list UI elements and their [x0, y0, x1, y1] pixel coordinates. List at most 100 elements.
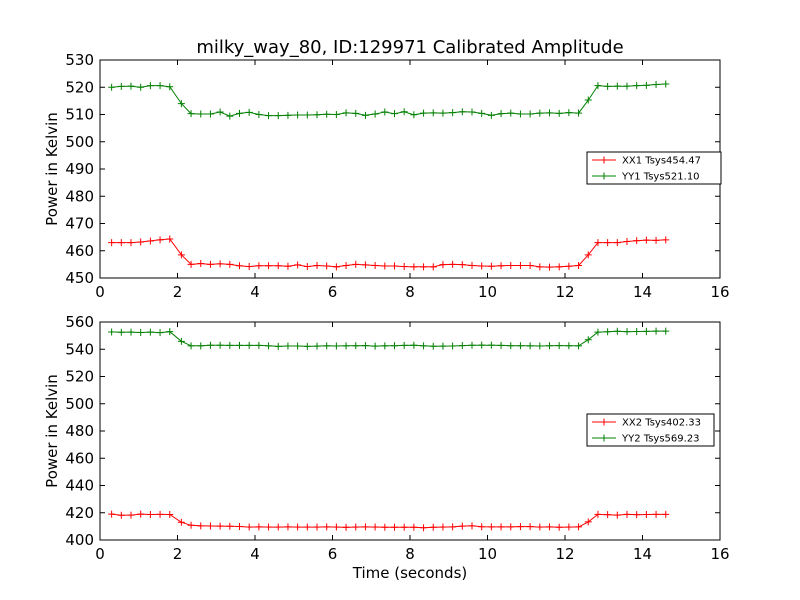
series-2 — [108, 80, 670, 120]
data-point — [429, 263, 437, 271]
data-point — [226, 341, 234, 349]
data-point — [478, 109, 486, 117]
data-point — [662, 236, 670, 244]
data-point — [187, 260, 195, 268]
data-point — [391, 523, 398, 531]
data-point — [177, 100, 185, 108]
data-point — [613, 82, 621, 90]
data-point — [400, 523, 408, 531]
data-point — [507, 109, 515, 117]
data-point — [166, 511, 174, 519]
data-point — [342, 523, 350, 531]
legend: XX2 Tsys402.33 YY2 Tsys569.23 — [586, 413, 715, 447]
data-point — [381, 262, 389, 270]
data-point — [555, 263, 563, 271]
data-point — [371, 342, 379, 350]
y-tick-label: 540 — [65, 340, 94, 358]
legend-marker — [600, 172, 608, 180]
data-point — [323, 342, 331, 350]
data-point — [216, 341, 224, 349]
bottom-panel: 0 2 4 6 8 10 12 14 16 400 420 440 460 480 500 520 540 560… — [43, 313, 730, 582]
data-point — [623, 328, 631, 336]
data-point — [536, 263, 544, 271]
data-point — [342, 261, 350, 269]
data-point — [546, 263, 553, 271]
data-point — [633, 328, 641, 336]
data-point — [313, 111, 321, 119]
legend-box — [586, 151, 722, 185]
x-tick-label: 10 — [478, 283, 497, 301]
data-point — [381, 108, 389, 116]
data-point — [497, 110, 505, 118]
x-tick-label: 8 — [405, 283, 415, 301]
x-tick-label: 8 — [405, 545, 415, 563]
data-point — [303, 523, 311, 531]
data-point — [177, 251, 185, 259]
data-point — [516, 342, 524, 350]
series-1 — [108, 235, 670, 271]
data-point — [137, 328, 145, 336]
data-point — [468, 261, 476, 269]
data-point — [284, 523, 292, 531]
data-point — [177, 518, 185, 526]
data-point — [410, 341, 418, 349]
data-point — [497, 523, 505, 531]
data-point — [108, 239, 116, 247]
data-point — [487, 262, 495, 270]
data-point — [400, 108, 408, 116]
data-point — [623, 510, 631, 518]
data-point — [410, 263, 418, 271]
data-point — [429, 523, 437, 531]
data-point — [274, 262, 282, 270]
data-point — [565, 342, 573, 350]
data-point — [565, 262, 573, 270]
data-point — [633, 237, 641, 245]
data-point — [613, 239, 621, 247]
data-point — [146, 82, 154, 90]
data-point — [187, 342, 195, 350]
data-point — [108, 328, 116, 336]
y-tick-label: 500 — [65, 133, 94, 151]
series-line — [111, 238, 666, 268]
data-point — [117, 82, 125, 90]
data-point — [137, 83, 145, 91]
y-tick-label: 460 — [65, 449, 94, 467]
data-point — [177, 337, 185, 345]
data-point — [313, 523, 321, 531]
data-point — [565, 523, 573, 531]
data-point — [381, 523, 389, 531]
data-point — [197, 110, 205, 118]
data-point — [604, 511, 612, 519]
x-tick-label: 4 — [250, 283, 260, 301]
data-point — [468, 108, 476, 116]
data-point — [487, 523, 495, 531]
data-point — [594, 239, 602, 247]
data-point — [156, 82, 164, 90]
data-point — [352, 342, 360, 350]
data-point — [555, 523, 563, 531]
data-point — [458, 342, 466, 350]
data-point — [226, 112, 234, 120]
x-tick-label: 6 — [328, 283, 338, 301]
data-point — [391, 110, 398, 118]
data-point — [236, 109, 243, 117]
y-tick-label: 520 — [65, 78, 94, 96]
x-tick-label: 12 — [555, 283, 574, 301]
data-point — [216, 260, 224, 268]
data-point — [642, 81, 650, 89]
data-point — [137, 238, 145, 246]
data-point — [662, 80, 670, 88]
data-point — [108, 510, 116, 518]
data-point — [197, 522, 205, 530]
data-point — [584, 336, 592, 344]
data-point — [478, 341, 486, 349]
data-point — [652, 236, 660, 244]
data-point — [294, 261, 302, 269]
data-point — [294, 342, 302, 350]
y-tick-label: 400 — [65, 531, 94, 549]
data-point — [507, 261, 515, 269]
data-point — [265, 112, 273, 120]
data-point — [352, 523, 360, 531]
data-point — [526, 110, 534, 118]
data-point — [439, 261, 447, 269]
